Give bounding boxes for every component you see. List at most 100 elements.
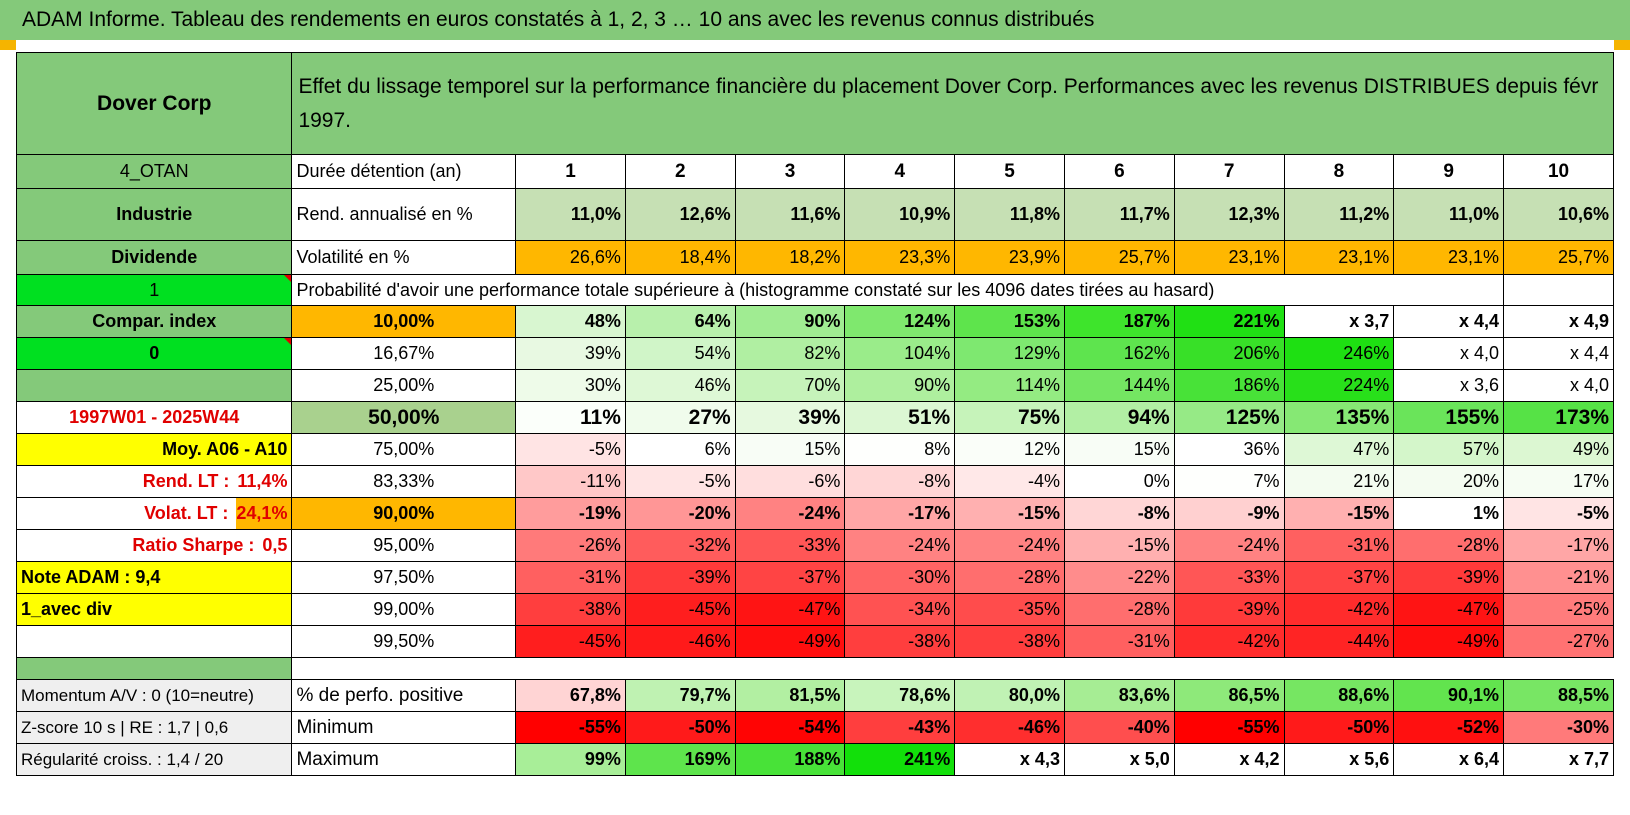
performance-cell: -17% <box>1503 529 1614 562</box>
performance-cell: -8% <box>844 465 956 498</box>
year-header: 6 <box>1063 154 1175 189</box>
performance-cell: -39% <box>1173 593 1285 626</box>
probability-threshold: 75,00% <box>291 433 517 466</box>
performance-cell: -24% <box>954 529 1065 562</box>
performance-cell: 82% <box>734 337 846 370</box>
bottom-metric-value: x 7,7 <box>1503 743 1614 776</box>
volat-lt-label: Volat. LT : <box>144 503 229 523</box>
probability-threshold: 25,00% <box>291 369 517 402</box>
performance-cell: -24% <box>734 497 846 530</box>
year-header: 9 <box>1393 154 1505 189</box>
performance-cell: 21% <box>1283 465 1395 498</box>
spreadsheet-area: Dover Corp Effet du lissage temporel sur… <box>15 52 1614 800</box>
performance-cell: 129% <box>954 337 1065 370</box>
bottom-left-label: Z-score 10 s | RE : 1,7 | 0,6 <box>15 711 293 744</box>
performance-cell: -37% <box>734 561 846 594</box>
bottom-metric-value: x 4,3 <box>954 743 1065 776</box>
volatilite-value: 23,1% <box>1173 240 1285 275</box>
performance-cell: -30% <box>844 561 956 594</box>
year-header: 10 <box>1503 154 1614 189</box>
blank-cell <box>15 625 293 658</box>
performance-cell: -24% <box>1173 529 1285 562</box>
volatilite-value: 26,6% <box>515 240 626 275</box>
bottom-metric-value: 78,6% <box>844 679 956 712</box>
volat-lt-value: 24,1% <box>236 498 291 529</box>
performance-cell: 54% <box>624 337 736 370</box>
bottom-metric-value: -30% <box>1503 711 1614 744</box>
rend-lt-cell: Rend. LT : 11,4% <box>15 465 293 498</box>
performance-cell: -22% <box>1063 561 1175 594</box>
performance-cell: -45% <box>515 625 626 658</box>
probability-threshold: 83,33% <box>291 465 517 498</box>
bottom-metric-value: 88,6% <box>1283 679 1395 712</box>
performance-cell: -19% <box>515 497 626 530</box>
performance-cell: 1% <box>1393 497 1505 530</box>
performance-cell: -37% <box>1283 561 1395 594</box>
rendement-value: 10,6% <box>1503 188 1614 241</box>
performance-cell: -44% <box>1283 625 1395 658</box>
performance-cell: 0% <box>1063 465 1175 498</box>
spacer-cell <box>291 657 1614 680</box>
bottom-metric-value: 83,6% <box>1063 679 1175 712</box>
performance-cell: 187% <box>1063 305 1175 338</box>
bottom-metric-value: 88,5% <box>1503 679 1614 712</box>
performance-cell: -11% <box>515 465 626 498</box>
performance-cell: 224% <box>1283 369 1395 402</box>
performance-cell: 15% <box>1063 433 1175 466</box>
performance-cell: x 3,6 <box>1393 369 1505 402</box>
performance-cell: 49% <box>1503 433 1614 466</box>
probability-title: Probabilité d'avoir une performance tota… <box>291 274 1394 306</box>
bottom-metric-value: 80,0% <box>954 679 1065 712</box>
probability-threshold: 97,50% <box>291 561 517 594</box>
performance-cell: 90% <box>734 305 846 338</box>
bottom-metric-value: 90,1% <box>1393 679 1505 712</box>
performance-cell: 70% <box>734 369 846 402</box>
probability-threshold: 99,00% <box>291 593 517 626</box>
performance-cell: 20% <box>1393 465 1505 498</box>
bottom-metric-value: x 5,6 <box>1283 743 1395 776</box>
performance-cell: -5% <box>515 433 626 466</box>
sharpe-ratio-value: 0,5 <box>262 535 288 555</box>
year-header: 3 <box>734 154 846 189</box>
company-name: Dover Corp <box>15 52 293 155</box>
probability-threshold: 50,00% <box>291 401 517 434</box>
sharpe-ratio-cell: Ratio Sharpe : 0,5 <box>15 529 293 562</box>
bottom-metric-value: 79,7% <box>624 679 736 712</box>
performance-cell: 135% <box>1283 401 1395 434</box>
performance-cell: -45% <box>624 593 736 626</box>
compar-index-label: Compar. index <box>15 305 293 338</box>
performance-cell: -47% <box>734 593 846 626</box>
performance-cell: x 4,4 <box>1393 305 1505 338</box>
performance-cell: 39% <box>515 337 626 370</box>
bottom-left-label: Momentum A/V : 0 (10=neutre) <box>15 679 293 712</box>
bottom-metric-value: 99% <box>515 743 626 776</box>
year-header: 2 <box>624 154 736 189</box>
table-description: Effet du lissage temporel sur la perform… <box>291 52 1614 155</box>
probability-threshold: 16,67% <box>291 337 517 370</box>
performance-cell: -33% <box>734 529 846 562</box>
rendement-value: 10,9% <box>844 188 956 241</box>
performance-cell: -38% <box>844 625 956 658</box>
volatilite-value: 23,9% <box>954 240 1065 275</box>
performance-cell: -6% <box>734 465 846 498</box>
probability-threshold: 95,00% <box>291 529 517 562</box>
performance-cell: 186% <box>1173 369 1285 402</box>
performance-cell: x 4,0 <box>1503 369 1614 402</box>
volatilite-value: 18,2% <box>734 240 846 275</box>
report-title: ADAM Informe. Tableau des rendements en … <box>0 0 1630 40</box>
bottom-metric-value: 241% <box>844 743 956 776</box>
performance-cell: -9% <box>1173 497 1285 530</box>
performance-cell: -31% <box>1063 625 1175 658</box>
rendement-value: 11,2% <box>1283 188 1395 241</box>
performance-cell: -46% <box>624 625 736 658</box>
volat-lt-cell: Volat. LT : 24,1% <box>15 497 293 530</box>
bottom-metric-label: % de perfo. positive <box>291 679 517 712</box>
performance-cell: 47% <box>1283 433 1395 466</box>
flag-zero-cell: 0 <box>15 337 293 370</box>
rend-lt-value: 11,4% <box>237 471 288 491</box>
performance-cell: -24% <box>844 529 956 562</box>
performance-cell: 221% <box>1173 305 1285 338</box>
rendement-value: 11,8% <box>954 188 1065 241</box>
moy-label: Moy. A06 - A10 <box>15 433 293 466</box>
performance-cell: 153% <box>954 305 1065 338</box>
